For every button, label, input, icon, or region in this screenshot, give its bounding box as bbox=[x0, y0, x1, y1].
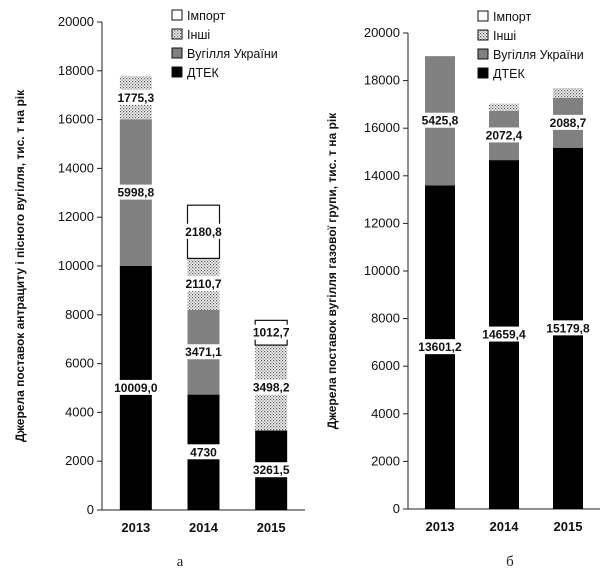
x-tick-label: 2015 bbox=[554, 519, 583, 534]
data-label-bg bbox=[540, 320, 596, 336]
y-tick-label: 18000 bbox=[364, 73, 400, 88]
y-tick-label: 4000 bbox=[371, 406, 400, 421]
legend-label: ДТЕК bbox=[187, 66, 219, 80]
legend-swatch bbox=[171, 47, 183, 59]
y-axis-label: Джерела поставок антрациту і пісного вуг… bbox=[13, 89, 27, 442]
y-tick-label: 20000 bbox=[364, 25, 400, 40]
chart-a: 0 2000 4000 6000 8000 10000 12000 14000 16000 180… bbox=[13, 9, 305, 570]
y-tick-label: 0 bbox=[393, 501, 400, 516]
legend-swatch bbox=[477, 67, 489, 79]
data-label: 2110,7 bbox=[185, 277, 221, 291]
panel-label: б bbox=[506, 554, 514, 570]
bar-segment bbox=[489, 103, 519, 111]
data-label: 4730 bbox=[190, 445, 217, 459]
y-tick-label: 12000 bbox=[364, 215, 400, 230]
y-tick-label: 10000 bbox=[364, 263, 400, 278]
y-tick-label: 16000 bbox=[58, 112, 94, 127]
legend-swatch bbox=[171, 66, 183, 78]
x-tick-label: 2013 bbox=[426, 519, 455, 534]
data-label: 10009,0 bbox=[114, 381, 158, 395]
legend-swatch bbox=[171, 28, 183, 40]
data-label: 15179,8 bbox=[546, 321, 590, 335]
data-label: 1012,7 bbox=[253, 326, 290, 340]
data-label-bg bbox=[247, 324, 295, 340]
x-tick-label: 2015 bbox=[257, 520, 286, 535]
legend-label: Імпорт bbox=[187, 9, 225, 23]
data-label-bg bbox=[187, 444, 220, 460]
data-label-bg bbox=[112, 184, 160, 200]
legend-label: Інші bbox=[187, 28, 210, 42]
legend-swatch bbox=[477, 29, 489, 41]
y-tick-label: 12000 bbox=[58, 209, 94, 224]
y-tick-label: 14000 bbox=[58, 160, 94, 175]
data-label: 2180,8 bbox=[185, 225, 222, 239]
y-tick-label: 14000 bbox=[364, 168, 400, 183]
y-tick-label: 8000 bbox=[371, 311, 400, 326]
y-tick-label: 6000 bbox=[371, 358, 400, 373]
data-label-bg bbox=[544, 114, 592, 130]
x-tick-label: 2014 bbox=[490, 519, 520, 534]
legend-swatch bbox=[477, 10, 489, 22]
legend-label: ДТЕК bbox=[493, 67, 525, 81]
chart-b: 0 2000 4000 6000 8000 10000 12000 14000 16000 180… bbox=[325, 10, 600, 570]
legend-swatch bbox=[171, 9, 183, 21]
data-label: 14659,4 bbox=[482, 328, 526, 342]
data-label-bg bbox=[247, 462, 295, 478]
x-tick-label: 2013 bbox=[121, 520, 150, 535]
y-tick-label: 2000 bbox=[371, 453, 400, 468]
data-label: 13601,2 bbox=[418, 340, 462, 354]
y-tick-label: 8000 bbox=[65, 307, 94, 322]
y-tick-label: 10000 bbox=[58, 258, 94, 273]
data-label-bg bbox=[416, 112, 464, 128]
y-tick-label: 0 bbox=[87, 502, 94, 517]
data-label-bg bbox=[179, 223, 228, 239]
y-axis-label: Джерела поставок вугілля газової групи, … bbox=[325, 112, 339, 429]
data-label-bg bbox=[179, 276, 228, 292]
y-tick-label: 16000 bbox=[364, 120, 400, 135]
data-label: 5998,8 bbox=[117, 186, 154, 200]
data-label: 5425,8 bbox=[422, 114, 459, 128]
y-tick-label: 2000 bbox=[65, 453, 94, 468]
data-label: 3471,1 bbox=[185, 345, 222, 359]
panel-label: а bbox=[177, 554, 184, 570]
data-label-bg bbox=[412, 339, 468, 355]
data-label: 2088,7 bbox=[550, 116, 587, 130]
y-tick-label: 18000 bbox=[58, 63, 94, 78]
y-tick-label: 6000 bbox=[65, 356, 94, 371]
data-label-bg bbox=[480, 127, 528, 143]
data-label-bg bbox=[247, 379, 295, 395]
data-label-bg bbox=[108, 379, 164, 395]
data-label: 3261,5 bbox=[253, 463, 290, 477]
legend-label: Інші bbox=[493, 29, 516, 43]
y-tick-label: 20000 bbox=[58, 14, 94, 29]
data-label: 3498,2 bbox=[253, 381, 290, 395]
legend-label: Вугілля України bbox=[187, 47, 278, 61]
bar-segment bbox=[553, 88, 583, 99]
data-label-bg bbox=[179, 344, 228, 360]
x-tick-label: 2014 bbox=[189, 520, 219, 535]
y-tick-label: 4000 bbox=[65, 404, 94, 419]
legend-label: Імпорт bbox=[493, 10, 531, 24]
data-label-bg bbox=[476, 326, 532, 342]
legend-label: Вугілля України bbox=[493, 48, 584, 62]
legend-swatch bbox=[477, 48, 489, 60]
data-label: 2072,4 bbox=[486, 128, 523, 142]
data-label-bg bbox=[112, 89, 160, 105]
data-label: 1775,3 bbox=[117, 91, 154, 105]
